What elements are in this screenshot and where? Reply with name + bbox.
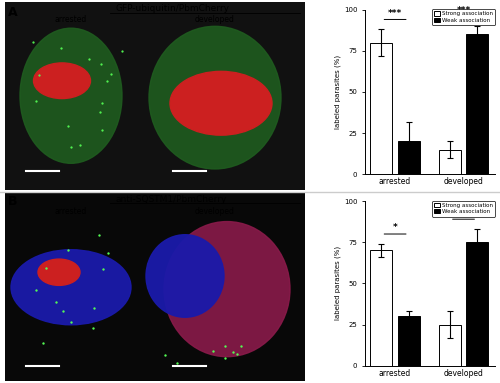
Text: B: B [8, 195, 17, 208]
Y-axis label: labeled parasites (%): labeled parasites (%) [334, 55, 341, 129]
Y-axis label: labeled parasites (%): labeled parasites (%) [334, 246, 341, 321]
Bar [370, 43, 392, 174]
Ellipse shape [20, 28, 122, 163]
Text: anti-SQSTM1/PbmCherry: anti-SQSTM1/PbmCherry [115, 195, 226, 203]
Legend: Strong association, Weak association: Strong association, Weak association [432, 9, 495, 25]
Circle shape [11, 250, 131, 325]
Ellipse shape [146, 235, 224, 317]
Ellipse shape [164, 221, 290, 357]
Text: ***: *** [388, 9, 402, 18]
Bar [466, 242, 488, 366]
Text: arrested: arrested [55, 206, 87, 216]
Text: GFP-ubiquitin/PbmCherry: GFP-ubiquitin/PbmCherry [115, 4, 229, 13]
Text: *: * [461, 209, 466, 218]
Text: ***: *** [456, 5, 470, 15]
Circle shape [38, 259, 80, 285]
Circle shape [170, 71, 272, 135]
Ellipse shape [149, 26, 281, 169]
Text: developed: developed [195, 15, 235, 24]
Circle shape [34, 63, 90, 98]
Text: arrested: arrested [55, 15, 87, 24]
Bar [439, 325, 461, 366]
Bar [439, 149, 461, 174]
Bar [398, 141, 419, 174]
Text: *: * [392, 223, 398, 232]
Bar [466, 34, 488, 174]
Text: developed: developed [195, 206, 235, 216]
Bar [370, 250, 392, 366]
Text: A: A [8, 6, 17, 19]
Bar [398, 316, 419, 366]
Legend: Strong association, Weak association: Strong association, Weak association [432, 201, 495, 216]
